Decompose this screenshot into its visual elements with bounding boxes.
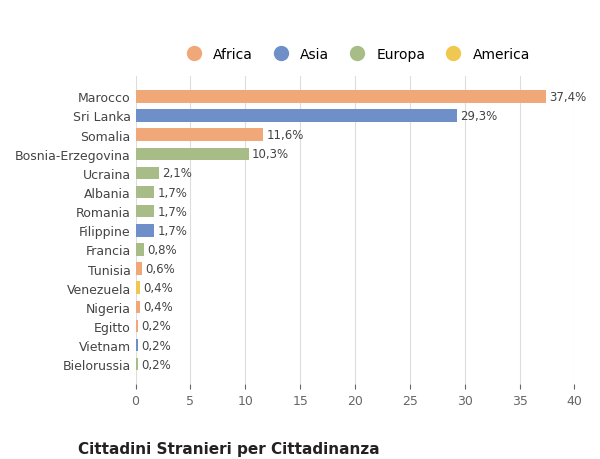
Legend: Africa, Asia, Europa, America: Africa, Asia, Europa, America	[176, 44, 535, 66]
Bar	[136, 129, 263, 141]
Bar	[136, 91, 546, 103]
Text: 29,3%: 29,3%	[460, 110, 497, 123]
Bar	[136, 224, 154, 237]
Bar	[136, 110, 457, 123]
Bar	[136, 320, 138, 332]
Bar	[136, 358, 138, 371]
Bar	[136, 186, 154, 199]
Bar	[136, 282, 140, 294]
Text: 2,1%: 2,1%	[162, 167, 192, 180]
Bar	[136, 339, 138, 352]
Text: 1,7%: 1,7%	[158, 224, 187, 237]
Text: 0,2%: 0,2%	[141, 358, 171, 371]
Text: Cittadini Stranieri per Cittadinanza: Cittadini Stranieri per Cittadinanza	[78, 441, 380, 456]
Text: 0,4%: 0,4%	[143, 301, 173, 313]
Text: 0,8%: 0,8%	[148, 243, 178, 257]
Text: 0,4%: 0,4%	[143, 281, 173, 295]
Text: 0,2%: 0,2%	[141, 320, 171, 333]
Text: 1,7%: 1,7%	[158, 205, 187, 218]
Bar	[136, 301, 140, 313]
Bar	[136, 244, 145, 256]
Bar	[136, 148, 248, 161]
Bar	[136, 263, 142, 275]
Bar	[136, 167, 158, 180]
Bar	[136, 206, 154, 218]
Text: 0,2%: 0,2%	[141, 339, 171, 352]
Text: 1,7%: 1,7%	[158, 186, 187, 199]
Text: 37,4%: 37,4%	[549, 90, 587, 104]
Text: 11,6%: 11,6%	[266, 129, 304, 142]
Text: 10,3%: 10,3%	[252, 148, 289, 161]
Text: 0,6%: 0,6%	[145, 263, 175, 275]
